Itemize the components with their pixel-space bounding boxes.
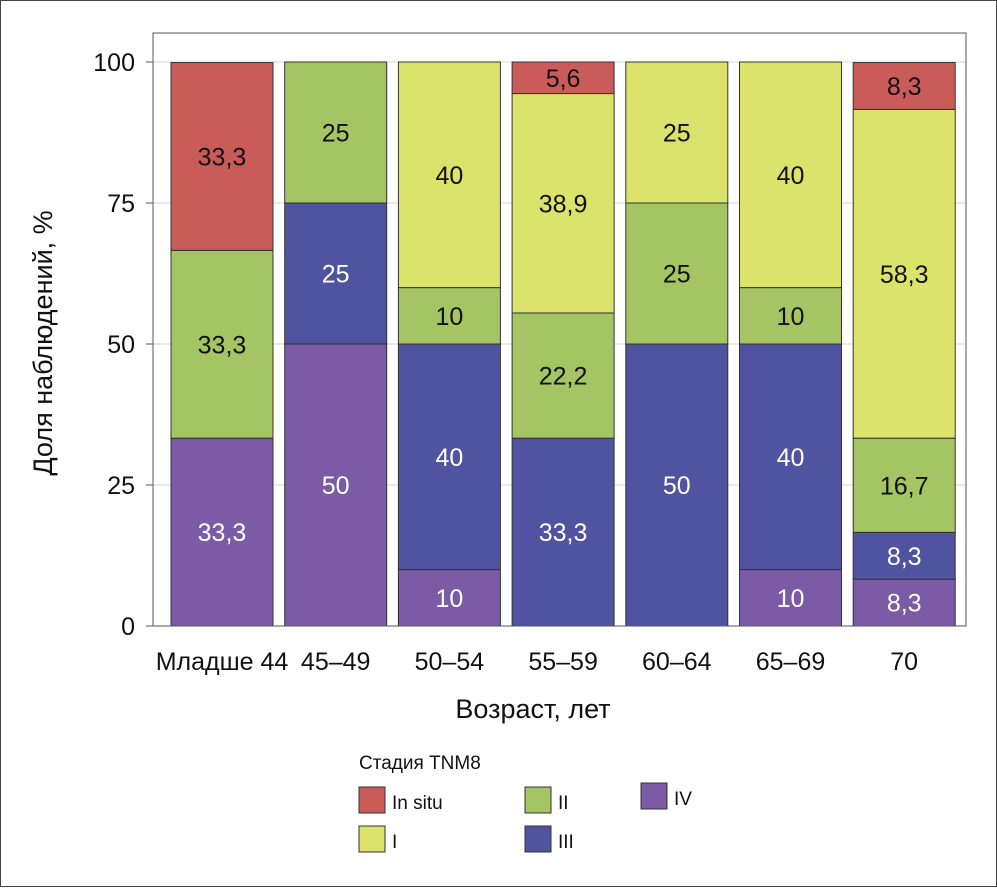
x-tick-label: 70 (890, 648, 918, 676)
x-tick-label: 65–69 (756, 648, 826, 676)
bar-segment (625, 61, 729, 204)
y-tick-labels: 0 25 50 75 100 (93, 49, 135, 641)
bar-segment (511, 61, 615, 95)
bar-value-label: 40 (777, 444, 805, 472)
x-tick-label: 45–49 (301, 648, 371, 676)
bar-value-label: 50 (322, 472, 350, 500)
legend-swatch (358, 786, 386, 814)
x-axis-title: Возраст, лет (455, 694, 610, 724)
legend-swatch (640, 782, 668, 810)
bar-segment (625, 202, 729, 345)
plot-area (152, 32, 967, 627)
bar-value-label: 50 (663, 472, 691, 500)
bar-value-label: 10 (435, 303, 463, 331)
bar-value-label: 40 (435, 444, 463, 472)
bar-segment (739, 343, 842, 571)
bar-segments (170, 61, 956, 627)
legend-title: Стадия TNM8 (359, 753, 481, 774)
bar-segment (284, 61, 388, 204)
bar-segment (397, 287, 501, 345)
x-tick-label: Младше 44 (156, 648, 289, 676)
bar-value-label: 38,9 (539, 190, 588, 218)
x-tick-label: 55–59 (528, 648, 598, 676)
bar-value-label: 5,6 (546, 65, 581, 93)
bar-segment (852, 62, 956, 110)
axes (146, 32, 967, 627)
bar-segment (511, 93, 615, 314)
bar-segment (739, 287, 842, 345)
bar-value-label: 33,3 (198, 331, 247, 359)
legend-swatch (358, 825, 386, 853)
bar-value-label: 8,3 (887, 543, 922, 571)
bar-value-label: 33,3 (198, 519, 247, 547)
bar-segment (170, 62, 274, 251)
bar-segment (739, 61, 842, 289)
bar-value-label: 10 (777, 585, 805, 613)
bar-segment (852, 531, 956, 580)
y-tick-label: 100 (93, 49, 135, 77)
bar-value-label: 33,3 (539, 519, 588, 547)
bar-value-label: 25 (322, 261, 350, 289)
legend-swatch (524, 786, 552, 814)
bar-value-label: 22,2 (539, 363, 588, 391)
bar-segment (397, 61, 501, 289)
y-axis-title: Доля наблюдений, % (28, 210, 58, 475)
bar-value-label: 16,7 (880, 472, 929, 500)
bar-value-label: 25 (663, 261, 691, 289)
bar-segment (739, 569, 842, 627)
bar-value-label: 25 (322, 120, 350, 148)
bar-segment (852, 437, 956, 533)
x-tick-label: 60–64 (642, 648, 712, 676)
legend-entry-label: In situ (392, 793, 443, 814)
bar-value-label: 25 (663, 120, 691, 148)
bar-value-label: 33,3 (198, 143, 247, 171)
bar-value-label: 8,3 (887, 590, 922, 618)
bar-value-label: 40 (435, 162, 463, 190)
x-tick-label: 50–54 (415, 648, 485, 676)
bar-segment (625, 343, 729, 627)
bar-segment (170, 249, 274, 439)
bar-segment (397, 569, 501, 627)
y-tick-label: 75 (107, 190, 135, 218)
bar-value-label: 58,3 (880, 261, 929, 289)
legend-entry-label: II (558, 793, 569, 814)
x-tick-labels: Младше 44 45–49 50–54 55–59 60–64 65–69 70 (156, 648, 918, 676)
y-tick-label: 0 (121, 613, 135, 641)
bar-data-labels: 33,3 33,3 33,3 50 25 25 10 40 10 40 33,3 22,2 38,9 5,… (198, 65, 929, 618)
legend-entry-label: I (392, 832, 397, 853)
bar-value-label: 40 (777, 162, 805, 190)
bar-segment (170, 437, 274, 627)
bar-segment (511, 312, 615, 439)
y-tick-label: 25 (107, 472, 135, 500)
y-tick-label: 50 (107, 331, 135, 359)
bar-value-label: 8,3 (887, 73, 922, 101)
bar-value-label: 10 (435, 585, 463, 613)
bar-segment (852, 578, 956, 627)
legend-swatch (524, 825, 552, 853)
legend-entry-label: III (558, 832, 574, 853)
bar-segment (397, 343, 501, 571)
bar-segment (852, 108, 956, 439)
bar-segment (511, 437, 615, 627)
legend-entry-label: IV (674, 789, 692, 810)
bar-value-label: 10 (777, 303, 805, 331)
